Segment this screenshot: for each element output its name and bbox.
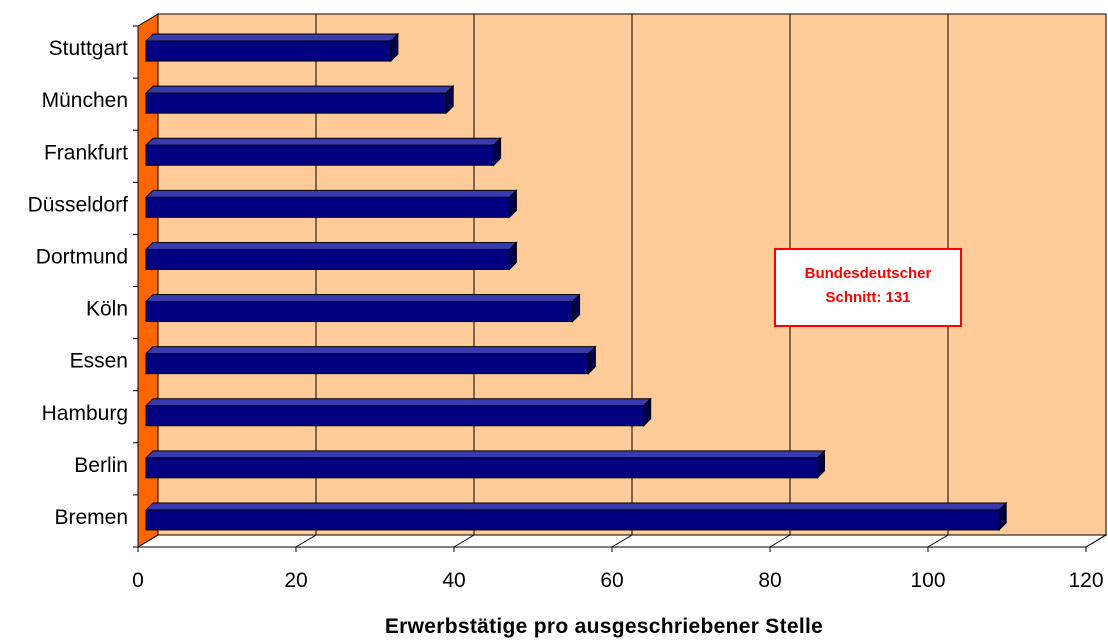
bar-top-face [144, 137, 502, 146]
category-label: Berlin [74, 454, 128, 477]
x-tick-label: 80 [758, 569, 781, 592]
floor-tick [927, 534, 949, 548]
x-axis-title: Erwerbstätige pro ausgeschriebener Stell… [385, 615, 823, 638]
category-label: Dortmund [36, 245, 128, 268]
bar [144, 189, 518, 219]
bar-top-face [144, 346, 597, 355]
category-label: Hamburg [42, 402, 128, 425]
bar-front-face [145, 144, 495, 166]
annotation-box: Bundesdeutscher Schnitt: 131 [774, 248, 962, 327]
bar-front-face [145, 301, 574, 323]
bar-top-face [144, 502, 1008, 511]
bar-front-face [145, 92, 447, 114]
x-tick-label: 20 [284, 569, 307, 592]
x-tick-label: 60 [600, 569, 623, 592]
x-tick-label: 120 [1068, 569, 1103, 592]
bar-front-face [145, 457, 818, 479]
floor-tick [295, 534, 317, 548]
annotation-box-border [774, 248, 962, 327]
bar [144, 397, 652, 427]
floor-tick [1085, 534, 1107, 548]
category-label: Frankfurt [44, 141, 128, 164]
category-labels: Bremen Berlin Hamburg Essen Köln Dortmund Düss… [28, 37, 129, 529]
bar-top-face [144, 398, 652, 407]
floor-tick [769, 534, 791, 548]
category-label: Essen [70, 350, 128, 373]
bar-top-face [144, 85, 455, 94]
category-label: Köln [86, 298, 128, 321]
bar [144, 345, 597, 375]
floor-tick [611, 534, 633, 548]
bar-front-face [145, 248, 510, 270]
bar [144, 137, 502, 167]
bar-front-face [145, 40, 392, 62]
category-label: München [42, 89, 128, 112]
x-tick-label: 100 [910, 569, 945, 592]
bar [144, 501, 1008, 532]
category-label: Bremen [54, 506, 128, 529]
x-tick-label: 40 [442, 569, 465, 592]
category-label: Düsseldorf [28, 193, 129, 216]
annotation-line-2: Schnitt: 131 [825, 289, 910, 306]
bar-top-face [144, 294, 581, 303]
bar [144, 84, 455, 115]
floor-tick [137, 534, 159, 548]
bar-front-face [145, 405, 645, 427]
bar [144, 32, 400, 63]
category-label: Stuttgart [49, 37, 129, 60]
bar [144, 449, 826, 480]
bar-top-face [144, 450, 826, 459]
bar-top-face [144, 241, 518, 250]
x-tick-labels: 0 20 40 60 80 100 120 [132, 569, 1103, 592]
bar-top-face [144, 33, 400, 42]
bar-top-face [144, 189, 518, 198]
bars [144, 32, 1008, 532]
x-tick-label: 0 [132, 569, 144, 592]
floor-tick [453, 534, 475, 548]
bar-front-face [145, 353, 589, 375]
bar-front-face [145, 509, 1000, 531]
bar [144, 241, 518, 271]
annotation-line-1: Bundesdeutscher [805, 265, 932, 282]
bar-front-face [145, 196, 510, 218]
bar [144, 293, 581, 323]
